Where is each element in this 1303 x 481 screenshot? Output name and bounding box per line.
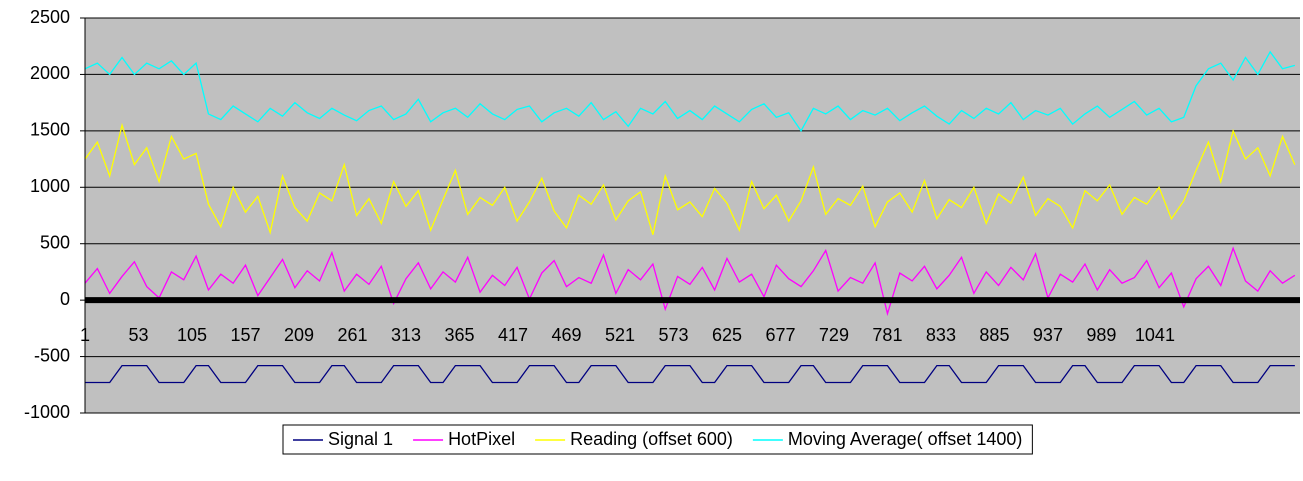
x-tick-label: 365 [444, 325, 474, 345]
legend [282, 424, 1033, 455]
y-tick-label: 2500 [30, 7, 70, 27]
plot-area [85, 18, 1300, 413]
x-tick-label: 989 [1086, 325, 1116, 345]
y-tick-label: 2000 [30, 63, 70, 83]
series-line [85, 364, 1295, 384]
x-tick-label: 625 [712, 325, 742, 345]
legend-label: Signal 1 [328, 429, 393, 449]
x-tick-label: 729 [819, 325, 849, 345]
x-tick-label: 937 [1033, 325, 1063, 345]
x-tick-label: 833 [926, 325, 956, 345]
x-tick-label: 53 [128, 325, 148, 345]
y-tick-label: -500 [34, 345, 70, 365]
x-tick-label: 261 [337, 325, 367, 345]
legend-label: Moving Average( offset 1400) [788, 429, 1022, 449]
y-tick-label: 500 [40, 232, 70, 252]
x-tick-label: 417 [498, 325, 528, 345]
x-tick-label: 885 [979, 325, 1009, 345]
x-tick-label: 105 [177, 325, 207, 345]
y-tick-label: 1000 [30, 176, 70, 196]
x-tick-label: 781 [872, 325, 902, 345]
x-tick-label: 521 [605, 325, 635, 345]
y-tick-label: -1000 [24, 402, 70, 422]
series-line [84, 122, 1296, 235]
series-line [84, 50, 1296, 133]
x-tick-label: 573 [658, 325, 688, 345]
y-tick-label: 0 [60, 289, 70, 309]
x-tick-label: 1 [80, 325, 90, 345]
x-tick-label: 1041 [1135, 325, 1175, 345]
x-tick-label: 209 [284, 325, 314, 345]
y-tick-label: 1500 [30, 120, 70, 140]
x-tick-label: 313 [391, 325, 421, 345]
x-tick-label: 677 [765, 325, 795, 345]
x-tick-label: 157 [230, 325, 260, 345]
x-tick-label: 469 [551, 325, 581, 345]
legend-label: Reading (offset 600) [570, 429, 733, 449]
series-line [84, 246, 1296, 317]
legend-label: HotPixel [448, 429, 515, 449]
